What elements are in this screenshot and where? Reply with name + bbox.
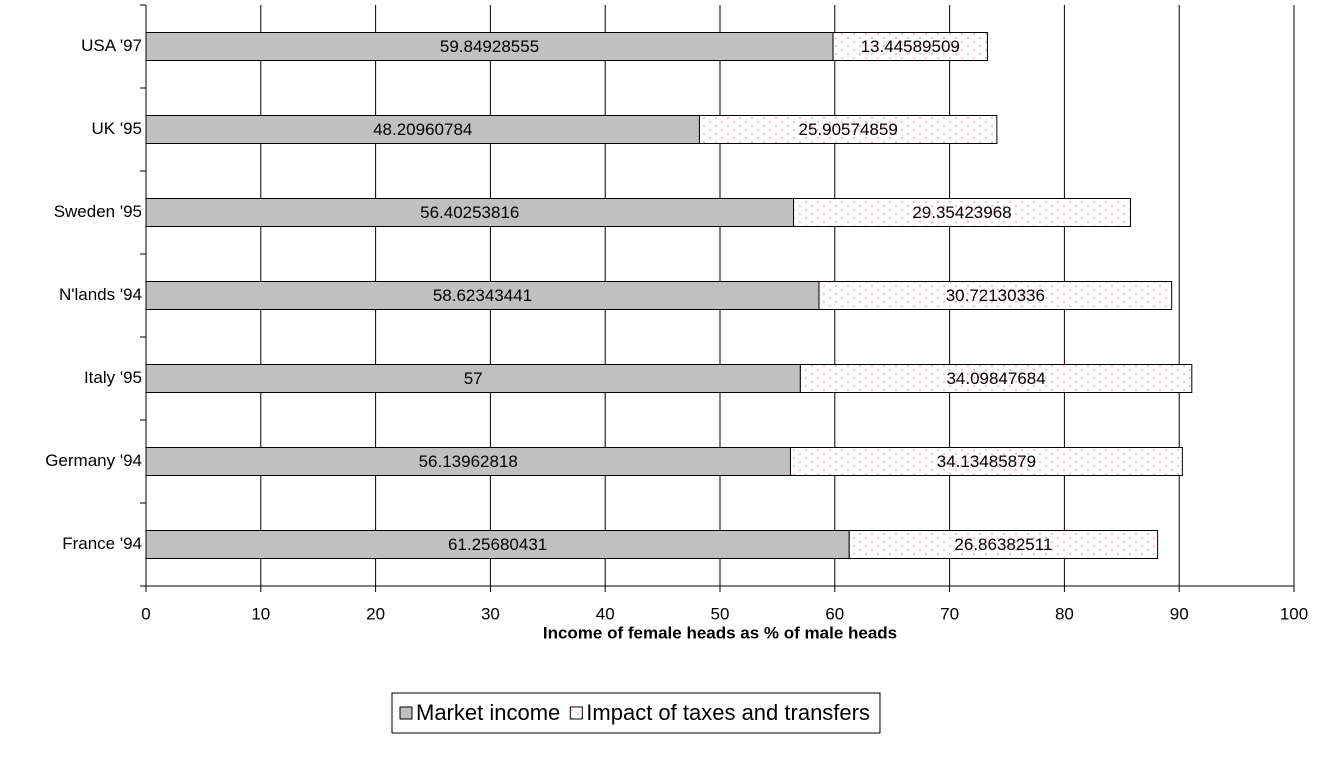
x-tick-label: 0 bbox=[141, 604, 150, 623]
x-tick-label: 20 bbox=[366, 604, 385, 623]
x-tick-label: 10 bbox=[251, 604, 270, 623]
y-tick-label: Italy '95 bbox=[84, 368, 142, 387]
x-tick-label: 90 bbox=[1170, 604, 1189, 623]
data-label: 34.13485879 bbox=[937, 452, 1036, 471]
x-tick-label: 100 bbox=[1280, 604, 1308, 623]
x-tick-label: 40 bbox=[596, 604, 615, 623]
y-tick-label: N'lands '94 bbox=[59, 285, 142, 304]
bar-segment bbox=[789, 447, 1183, 476]
x-tick-label: 70 bbox=[940, 604, 959, 623]
y-tick-label: Sweden '95 bbox=[54, 202, 142, 221]
data-label: 34.09847684 bbox=[946, 369, 1045, 388]
x-tick-label: 50 bbox=[711, 604, 730, 623]
bar-segment bbox=[832, 32, 988, 61]
x-tick-label: 80 bbox=[1055, 604, 1074, 623]
data-label: 48.20960784 bbox=[373, 120, 472, 139]
y-tick-label: France '94 bbox=[62, 534, 142, 553]
legend-swatch bbox=[399, 706, 413, 720]
x-axis-label: Income of female heads as % of male head… bbox=[543, 623, 897, 642]
data-label: 30.72130336 bbox=[946, 286, 1045, 305]
legend-label: Impact of taxes and transfers bbox=[586, 700, 870, 725]
legend-label: Market income bbox=[416, 700, 560, 725]
data-label: 56.40253816 bbox=[420, 203, 519, 222]
legend-swatch bbox=[569, 706, 583, 720]
data-label: 59.84928555 bbox=[440, 37, 539, 56]
bar-segment bbox=[793, 198, 1131, 227]
bar-segment bbox=[145, 32, 834, 61]
data-label: 13.44589509 bbox=[861, 37, 960, 56]
bar-segment bbox=[848, 530, 1159, 559]
bar-segment bbox=[145, 115, 700, 144]
bar-segment bbox=[818, 281, 1173, 310]
x-tick-label: 30 bbox=[481, 604, 500, 623]
data-label: 56.13962818 bbox=[419, 452, 518, 471]
x-tick-label: 60 bbox=[825, 604, 844, 623]
data-label: 25.90574859 bbox=[799, 120, 898, 139]
data-label: 26.86382511 bbox=[954, 535, 1052, 554]
data-label: 57 bbox=[464, 369, 483, 388]
bar-segment bbox=[145, 198, 795, 227]
bar-segment bbox=[145, 447, 791, 476]
bar-segment bbox=[799, 364, 1193, 393]
data-label: 58.62343441 bbox=[433, 286, 532, 305]
y-tick-label: USA '97 bbox=[81, 36, 142, 55]
y-tick-label: Germany '94 bbox=[45, 451, 142, 470]
bar-segment bbox=[145, 281, 820, 310]
data-label: 61.25680431 bbox=[448, 535, 547, 554]
legend-box bbox=[391, 692, 881, 734]
y-tick-label: UK '95 bbox=[92, 119, 143, 138]
bar-segment bbox=[698, 115, 998, 144]
data-label: 29.35423968 bbox=[912, 203, 1011, 222]
